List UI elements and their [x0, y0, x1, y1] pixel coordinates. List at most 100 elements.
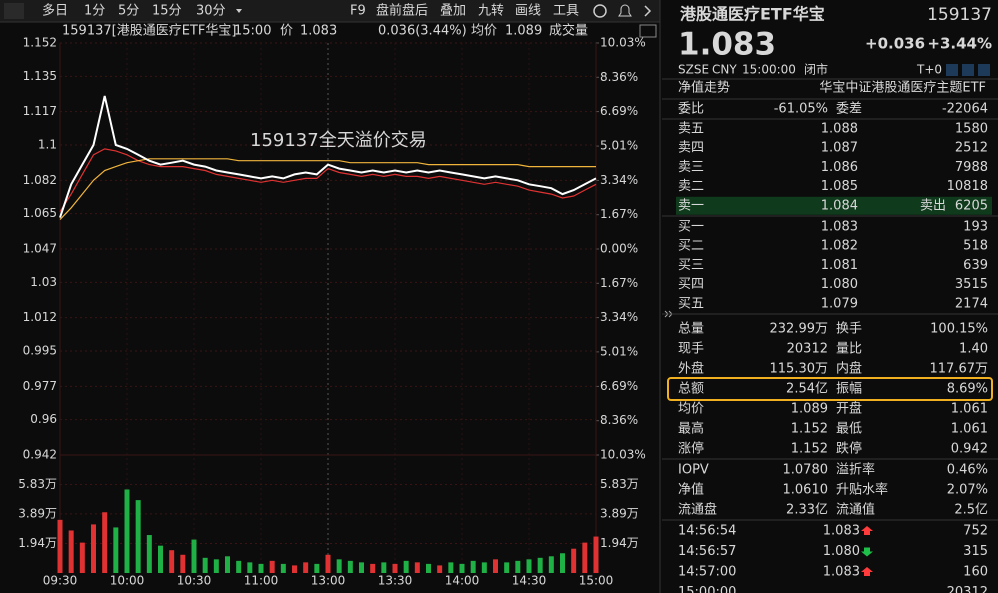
- x-tick-label: 14:00: [445, 574, 480, 588]
- tool-button[interactable]: F9: [350, 4, 366, 19]
- volume-bar: [504, 562, 510, 573]
- book-tag: 卖出: [920, 198, 946, 213]
- book-volume: 10818: [947, 179, 988, 194]
- y2-tick-label: 6.69%: [600, 104, 638, 118]
- tool-button[interactable]: 盘前盘后: [376, 3, 428, 19]
- volume-bar: [146, 535, 152, 573]
- stat-value: 115.30万: [770, 362, 829, 377]
- meta: 闭市: [804, 62, 828, 77]
- stat-value: 8.69%: [947, 382, 988, 397]
- book-price: 1.085: [821, 179, 858, 194]
- y-tick-label: 1.117: [23, 104, 57, 118]
- dropdown-icon[interactable]: [236, 9, 242, 13]
- book-price: 1.080: [821, 277, 858, 292]
- settings-icon[interactable]: [593, 4, 607, 18]
- tool-button[interactable]: 叠加: [440, 4, 466, 19]
- volume-bar: [347, 560, 353, 573]
- period-tab[interactable]: 多日: [42, 3, 68, 19]
- book-label: 买三: [678, 258, 704, 273]
- stat-value: 1.061: [951, 402, 988, 417]
- volume-bar: [292, 565, 297, 573]
- volume-bar: [258, 563, 264, 573]
- volume-bar: [213, 559, 219, 573]
- y2-tick-label: 5.83万: [600, 477, 639, 491]
- y2-tick-label: 8.36%: [600, 70, 638, 84]
- volume-bar: [225, 556, 230, 573]
- icon[interactable]: [946, 64, 958, 76]
- volume-bar: [437, 565, 443, 573]
- volume-bar: [314, 563, 320, 573]
- volume-bar: [169, 550, 175, 573]
- book-volume: 518: [963, 239, 988, 254]
- fund-name: 港股通医疗ETF华宝: [680, 5, 825, 24]
- book-volume: 2512: [955, 141, 988, 156]
- volume-bar: [191, 539, 197, 573]
- period-tab[interactable]: 15分: [152, 4, 182, 19]
- y2-tick-label: 0.00%: [600, 242, 638, 256]
- stat-label: 跌停: [836, 441, 862, 457]
- alert-icon[interactable]: [618, 4, 632, 17]
- y-tick-label: 0.977: [23, 379, 57, 393]
- price-change-pct: +3.44%: [927, 35, 992, 53]
- period-tab[interactable]: 30分: [196, 4, 226, 19]
- volume-bar: [236, 560, 242, 573]
- period-tab[interactable]: 1分: [84, 4, 105, 19]
- expand-icon[interactable]: [644, 5, 652, 17]
- symbol: 159137[港股通医疗ETF华宝]: [62, 24, 236, 39]
- volume-bar: [269, 560, 275, 573]
- series-line: [59, 95, 597, 218]
- volume-bar: [426, 563, 431, 573]
- trade-volume: 315: [963, 544, 988, 559]
- volume-bar: [392, 563, 398, 573]
- stat-label: 开盘: [836, 401, 862, 417]
- volume-bar: [470, 560, 476, 573]
- menu-icon[interactable]: [4, 3, 24, 19]
- x-tick-label: 09:30: [43, 574, 78, 588]
- stat-label: 流通值: [836, 502, 875, 518]
- y2-tick-label: 3.34%: [600, 173, 638, 187]
- volume-bar: [280, 563, 286, 573]
- stat-value: 1.089: [791, 402, 828, 417]
- trade-arrow: [861, 567, 873, 576]
- volume-label: 成交量: [549, 23, 588, 39]
- icon[interactable]: [962, 64, 974, 76]
- x-tick-label: 11:00: [244, 574, 279, 588]
- period-tab[interactable]: 5分: [118, 4, 139, 19]
- icon[interactable]: [978, 64, 990, 76]
- volume-bar: [448, 562, 454, 573]
- stat-label: 总额: [678, 382, 704, 397]
- volume-bar: [135, 500, 141, 573]
- volume-bar: [459, 563, 465, 573]
- volume-bar: [493, 559, 498, 573]
- tool-button[interactable]: 九转: [478, 4, 504, 19]
- trade-time: 14:56:57: [678, 544, 736, 559]
- y-tick-label: 1.012: [23, 310, 57, 324]
- book-label: 卖一: [678, 198, 704, 213]
- toolbar: [0, 0, 660, 22]
- stat-value: 1.40: [959, 342, 988, 357]
- stat-value: 1.152: [791, 422, 828, 437]
- tool-button[interactable]: 画线: [515, 4, 541, 19]
- y-tick-label: 1.94万: [18, 536, 57, 550]
- tool-button[interactable]: 工具: [553, 4, 579, 19]
- book-price: 1.082: [821, 239, 858, 254]
- volume-bar: [247, 562, 253, 573]
- fund-full-name: 华宝中证港股通医疗主题ETF: [819, 81, 986, 96]
- book-label: 买一: [678, 220, 704, 235]
- book-price: 1.088: [821, 122, 858, 137]
- stat-label: 内盘: [836, 361, 862, 377]
- stat-value: 117.67万: [930, 362, 989, 377]
- book-volume: 639: [963, 258, 988, 273]
- y-tick-label: 1.082: [23, 173, 57, 187]
- volume-bar: [124, 489, 130, 573]
- nav-link[interactable]: 净值走势: [678, 80, 730, 96]
- stat-label: 换手: [836, 322, 862, 337]
- y-tick-label: 0.942: [23, 448, 57, 462]
- stat-label: 最低: [836, 422, 862, 437]
- change: 0.036(3.44%): [378, 24, 467, 39]
- book-label: 卖二: [678, 179, 704, 194]
- volume-bar: [336, 559, 342, 573]
- y-tick-label: 1.03: [30, 275, 57, 289]
- y2-tick-label: 1.67%: [600, 276, 638, 290]
- book-price: 1.079: [821, 296, 858, 311]
